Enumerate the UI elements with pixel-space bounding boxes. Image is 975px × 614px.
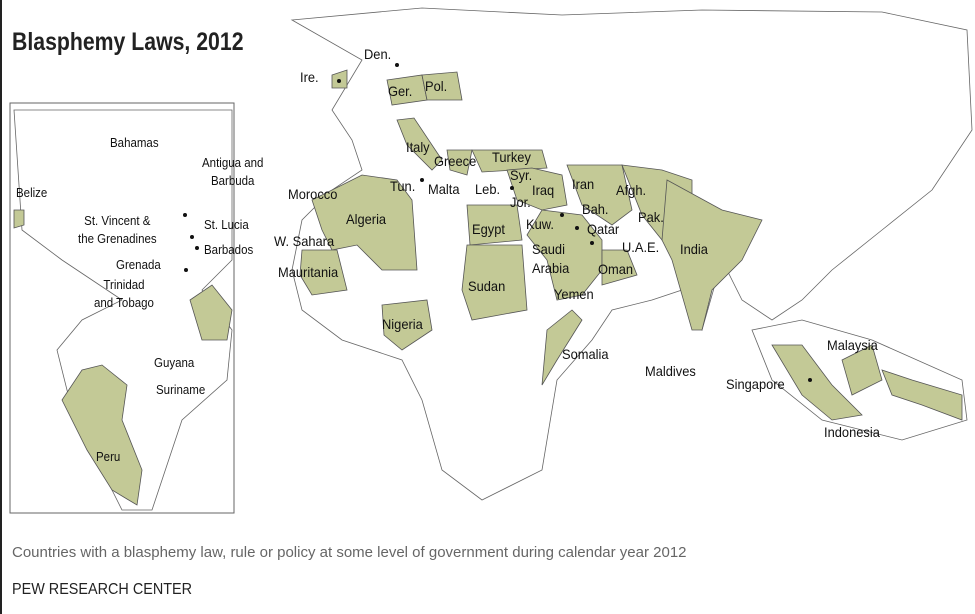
country-label: Algeria [346, 211, 387, 227]
country-label: Den. [364, 46, 392, 62]
country-label: Somalia [562, 346, 609, 362]
inset-frame [9, 102, 235, 514]
country-label: St. Vincent & the Grenadines [78, 214, 157, 246]
country-label: Barbados [204, 243, 254, 257]
country-label: Oman [598, 261, 634, 277]
country-label: Trinidad and Tobago [94, 278, 154, 310]
country-label: Greece [434, 153, 477, 169]
country-label: Malaysia [827, 337, 878, 353]
country-label: Suriname [156, 383, 206, 397]
country-label: Peru [96, 450, 121, 464]
markers [183, 63, 812, 382]
country-label: Syr. [510, 167, 533, 183]
country-label: Saudi Arabia [532, 241, 570, 276]
country-label: St. Lucia [204, 218, 249, 232]
country-label: India [680, 241, 708, 257]
country-label: Bah. [582, 201, 609, 217]
country-label: Kuw. [526, 216, 554, 232]
country-label: Nigeria [382, 316, 423, 332]
country-label: Sudan [468, 278, 506, 294]
country-label: Egypt [472, 221, 505, 237]
title: Blasphemy Laws, 2012 [12, 28, 244, 56]
country-label: Iran [572, 176, 595, 192]
country-label: Italy [406, 139, 430, 155]
country-label: Jor. [510, 194, 531, 210]
country-label: Bahamas [110, 136, 159, 150]
country-label: Pol. [425, 78, 448, 94]
country-label: U.A.E. [622, 239, 660, 255]
country-label: Belize [16, 186, 48, 200]
country-label: Mauritania [278, 264, 339, 280]
country-label: Maldives [645, 363, 696, 379]
country-label: Antigua and Barbuda [202, 156, 264, 188]
country-label: Morocco [288, 186, 338, 202]
country-label: Singapore [726, 376, 785, 392]
country-label: Afgh. [616, 182, 647, 198]
country-label: Guyana [154, 356, 195, 370]
country-label: Qatar [587, 221, 620, 237]
country-label: Pak. [638, 209, 664, 225]
country-label: Malta [428, 181, 460, 197]
country-label: Ger. [388, 83, 413, 99]
country-label: Tun. [390, 178, 416, 194]
source: PEW RESEARCH CENTER [12, 581, 193, 598]
country-label: W. Sahara [274, 233, 335, 249]
country-label: Iraq [532, 182, 555, 198]
land [13, 7, 973, 511]
country-label: Ire. [300, 69, 319, 85]
highlighted-countries [13, 69, 963, 506]
country-label: Turkey [492, 149, 531, 165]
caption: Countries with a blasphemy law, rule or … [12, 544, 687, 561]
country-label: Indonesia [824, 424, 880, 440]
country-label: Yemen [554, 286, 594, 302]
country-label: Grenada [116, 258, 161, 272]
country-label: Leb. [475, 181, 501, 197]
